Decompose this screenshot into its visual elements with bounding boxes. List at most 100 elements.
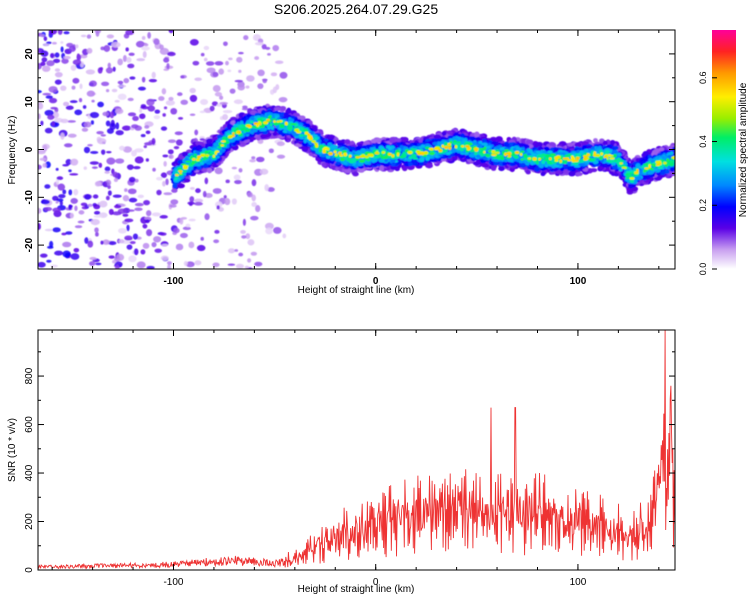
spectrogram-noise-cell (48, 30, 58, 35)
spectrogram-noise-cell (151, 137, 156, 146)
spectrogram-noise-cell (114, 204, 122, 209)
spectrogram-noise-cell (236, 56, 243, 63)
spectrogram-noise-cell (272, 44, 280, 52)
spectrogram-noise-cell (44, 184, 51, 189)
spectrogram-noise-cell (167, 263, 171, 269)
spectrogram-noise-cell (49, 240, 54, 248)
spectrogram-noise-cell (158, 96, 165, 101)
spectrogram-noise-cell (161, 88, 167, 95)
spectrogram-noise-cell (194, 77, 202, 82)
spectrogram-noise-cell (38, 102, 44, 110)
spectrogram-noise-cell (126, 57, 132, 63)
spectrogram-ridge-cell (602, 140, 608, 146)
spectrogram-noise-cell (213, 239, 220, 244)
spectrogram-noise-cell (133, 248, 139, 256)
spectrogram-noise-cell (109, 111, 115, 119)
spectrogram-noise-cell (101, 149, 106, 155)
spectrogram-noise-cell (93, 204, 101, 210)
spectrogram-noise-cell (200, 52, 205, 57)
spectrogram-noise-cell (105, 120, 111, 127)
spectrogram-noise-cell (134, 207, 143, 211)
spectrogram-noise-cell (168, 30, 174, 34)
spectrogram-noise-cell (69, 212, 74, 219)
spectrogram-ridge-cell (548, 142, 556, 146)
spectrogram-noise-cell (268, 148, 274, 154)
spectrogram-ridge-cell (433, 134, 442, 139)
spectrogram-noise-cell (188, 218, 196, 222)
spectrogram-area (38, 30, 675, 269)
spectrogram-ridge-cell (395, 138, 402, 143)
spectrogram-noise-cell (225, 179, 230, 184)
spectrogram-noise-cell (175, 139, 183, 146)
spectrogram-noise-cell (105, 89, 110, 93)
spectrogram-noise-cell (142, 223, 148, 229)
spectrogram-noise-cell (128, 255, 137, 263)
spectrogram-noise-cell (67, 133, 77, 138)
spectrogram-noise-cell (41, 57, 48, 63)
spectrogram-noise-cell (55, 167, 59, 171)
spectrogram-noise-cell (237, 84, 246, 91)
spectrogram-noise-cell (240, 229, 246, 234)
spectrogram-noise-cell (256, 156, 265, 163)
spectrogram-noise-cell (89, 80, 97, 87)
spectrogram-noise-cell (115, 158, 125, 164)
spectrogram-noise-cell (146, 229, 153, 237)
spectrogram-noise-cell (189, 94, 198, 103)
spectrogram-noise-cell (179, 217, 184, 225)
spectrogram-noise-cell (50, 264, 58, 268)
spectrogram-noise-cell (102, 239, 110, 245)
spectrogram-noise-cell (140, 134, 146, 138)
spectrogram-noise-cell (135, 40, 145, 48)
spectrogram-noise-cell (46, 41, 52, 45)
spectrogram-noise-cell (90, 120, 94, 125)
spectrogram-noise-cell (163, 161, 167, 167)
spectrogram-noise-cell (177, 117, 184, 120)
spectrogram-noise-cell (63, 55, 71, 60)
spectrogram-noise-cell (145, 219, 150, 224)
spectrogram-noise-cell (75, 44, 79, 49)
spectrogram-noise-cell (129, 240, 136, 245)
spectrogram-noise-cell (227, 248, 236, 254)
spectrogram-noise-cell (214, 229, 220, 234)
spectrogram-noise-cell (61, 232, 67, 236)
spectrogram-noise-cell (50, 52, 55, 59)
spectrogram-noise-cell (204, 177, 209, 185)
spectrogram-noise-cell (219, 95, 224, 100)
spectrogram-noise-cell (52, 207, 61, 213)
spectrogram-ridge-cell (425, 163, 433, 169)
spectrogram-noise-cell (68, 45, 76, 52)
spectrogram-noise-cell (38, 49, 42, 53)
spectrogram-noise-cell (189, 87, 196, 94)
spectrogram-noise-cell (45, 95, 53, 99)
spectrogram-noise-cell (152, 167, 156, 172)
spectrogram-noise-cell (205, 61, 215, 66)
spectrogram-noise-cell (272, 86, 277, 94)
spectrogram-noise-cell (160, 126, 168, 131)
spectrogram-noise-cell (38, 261, 46, 268)
spectrogram-noise-cell (100, 134, 107, 137)
spectrogram-noise-cell (117, 58, 123, 66)
spectrogram-noise-cell (61, 58, 69, 64)
spectrogram-noise-cell (137, 194, 144, 199)
spectrogram-ridge-cell (344, 139, 351, 145)
spectrogram-noise-cell (38, 222, 41, 230)
spectrogram-noise-cell (225, 60, 229, 66)
spectrogram-noise-cell (265, 46, 271, 50)
spectrogram-noise-cell (95, 232, 99, 237)
spectrogram-noise-cell (41, 65, 51, 72)
spectrogram-noise-cell (76, 54, 82, 61)
spectrogram-noise-cell (141, 46, 150, 51)
spectrogram-noise-cell (131, 124, 139, 129)
spectrogram-noise-cell (106, 150, 112, 154)
spectrogram-noise-cell (93, 210, 101, 215)
spectrogram-noise-cell (65, 231, 73, 235)
spectrogram-noise-cell (234, 249, 239, 252)
spectrogram-noise-cell (278, 96, 288, 103)
spectrogram-noise-cell (204, 213, 210, 221)
spectrogram-noise-cell (48, 86, 58, 93)
spectrogram-noise-cell (44, 127, 53, 134)
spectrogram-noise-cell (264, 184, 269, 192)
spectrogram-noise-cell (44, 206, 53, 212)
spectrogram-noise-cell (102, 111, 109, 117)
